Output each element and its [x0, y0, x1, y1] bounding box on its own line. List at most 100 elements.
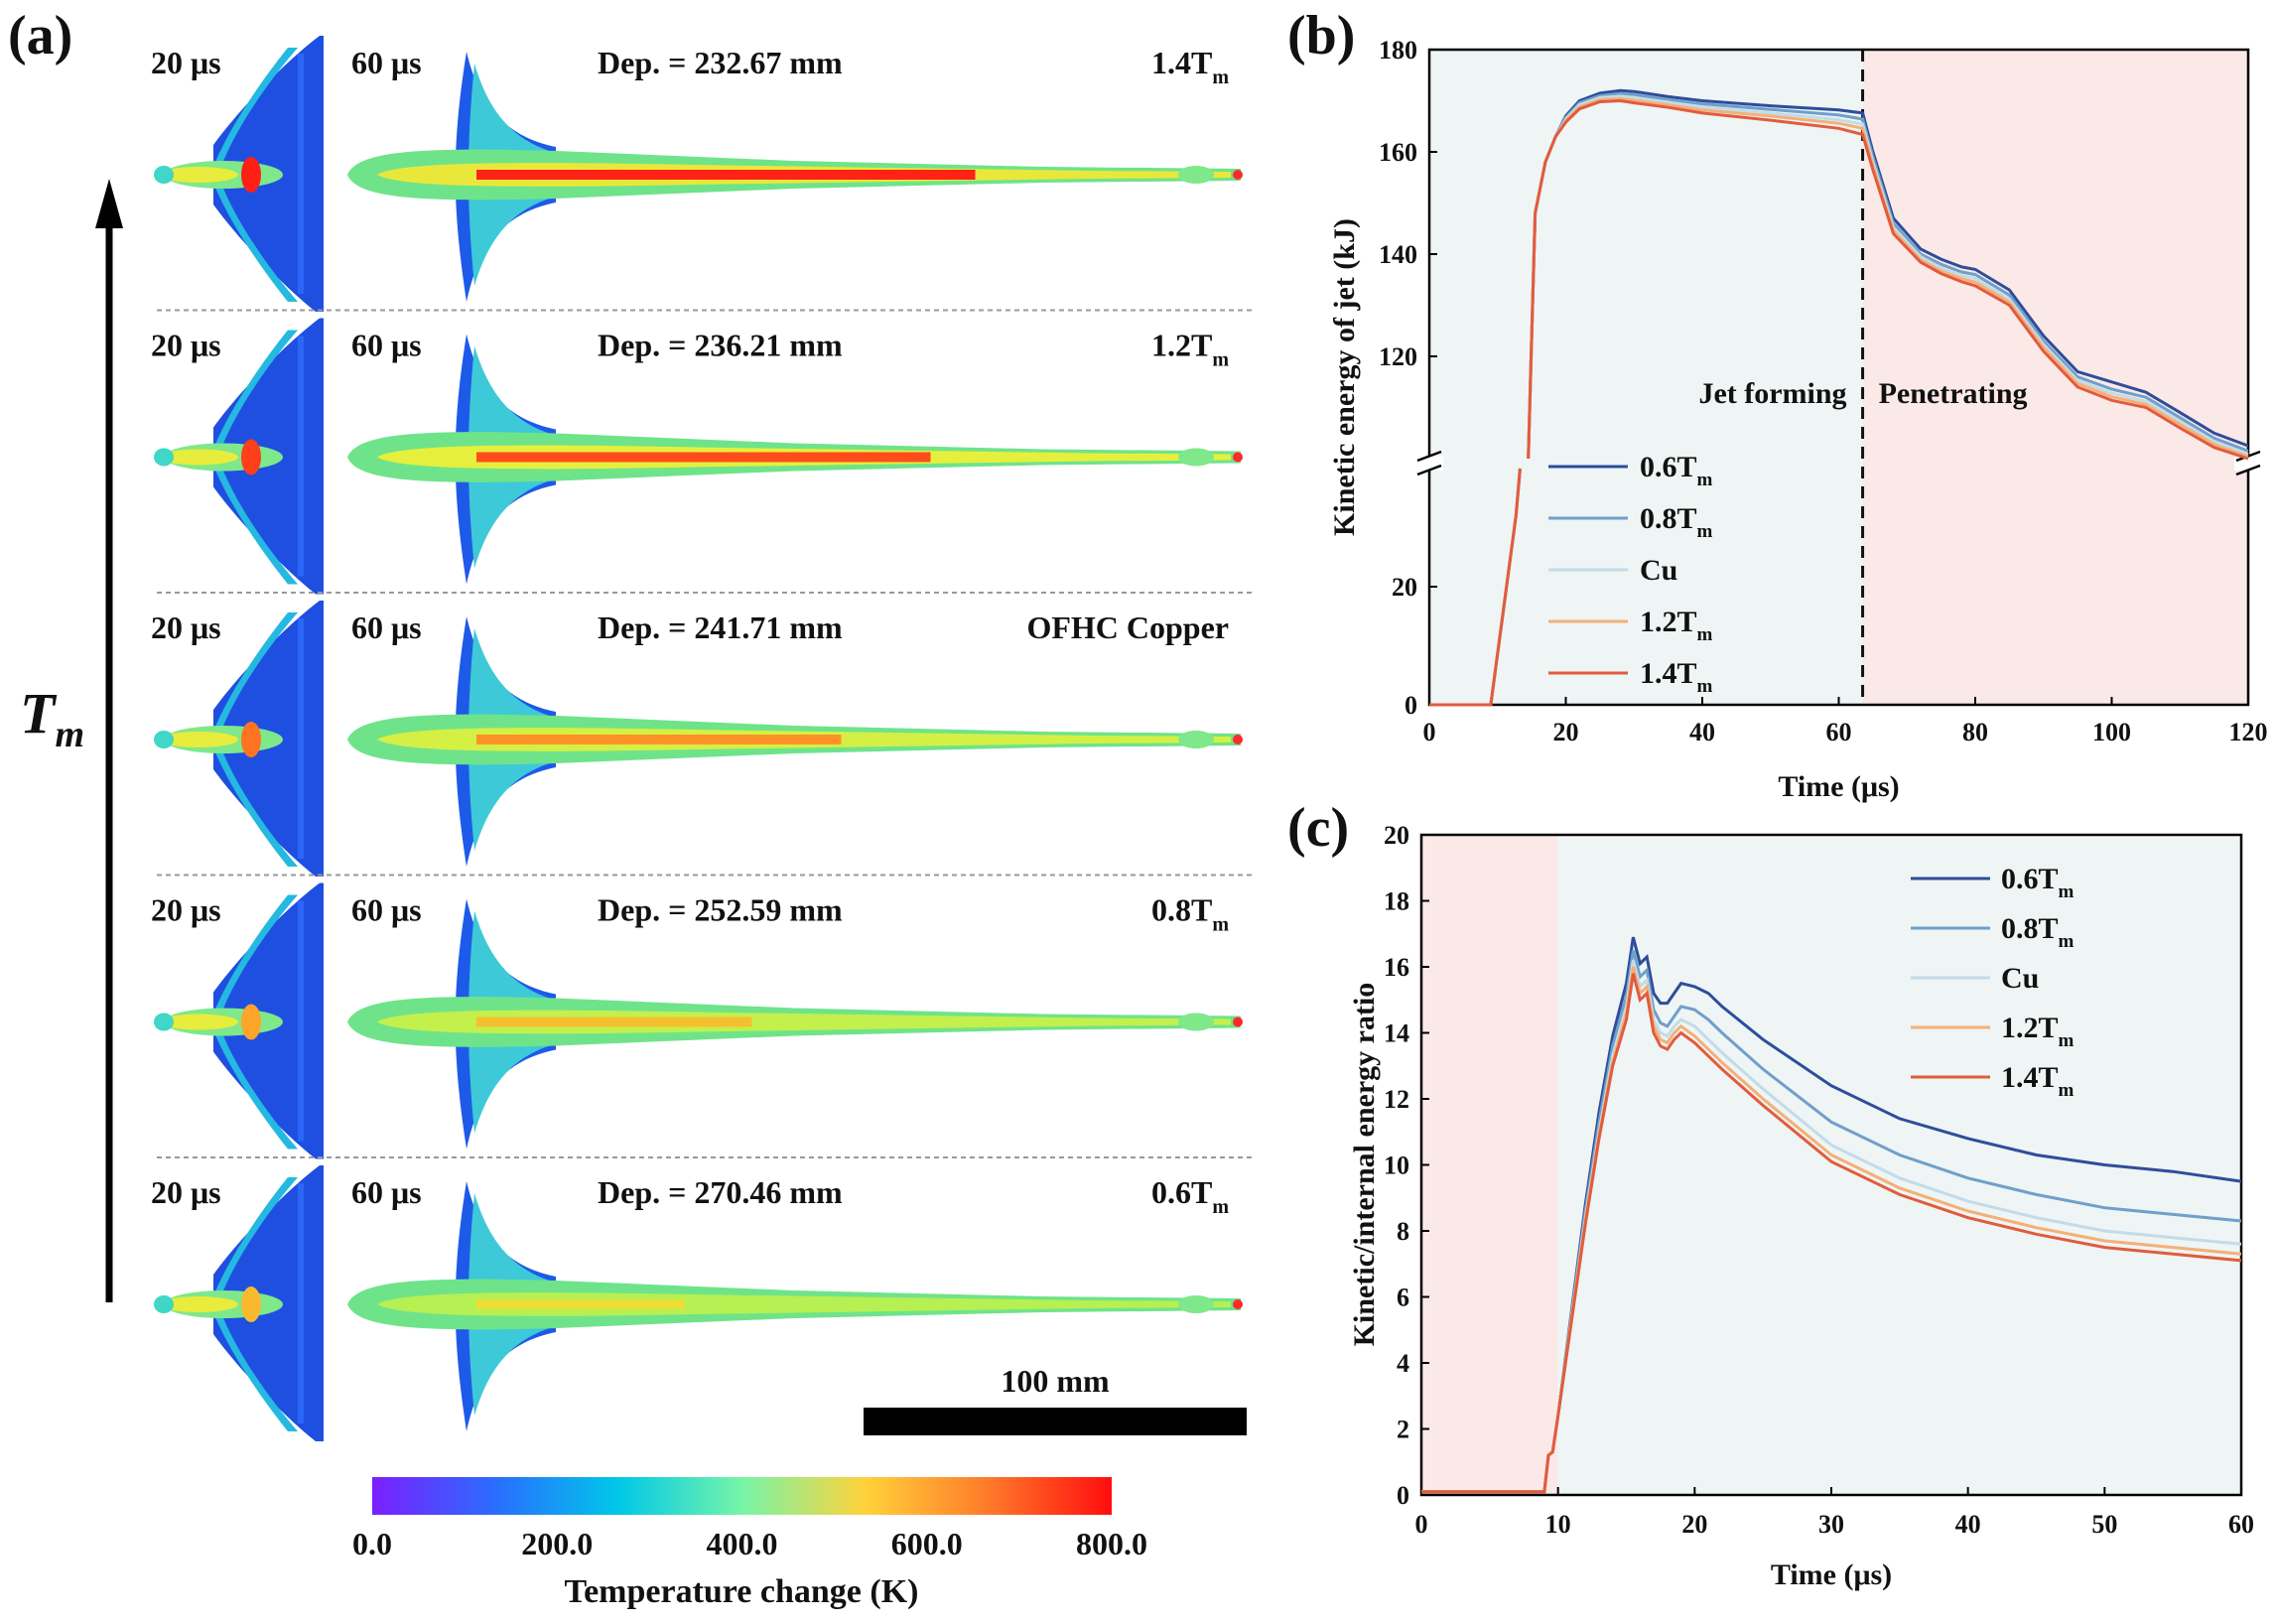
liner-layer	[298, 336, 304, 577]
time-label-60us: 60 μs	[351, 609, 422, 645]
legend-label: Cu	[1640, 554, 1677, 587]
liner-20us	[154, 601, 324, 877]
colorbar	[372, 1477, 1112, 1515]
y-tick-label: 140	[1379, 240, 1417, 269]
x-tick-label: 100	[2092, 718, 2131, 746]
series-line-1.4Tm	[1421, 973, 2242, 1494]
y-tick-label: 180	[1379, 36, 1417, 65]
case-label: OFHC Copper	[1026, 609, 1229, 645]
x-axis-label: Time (μs)	[1778, 770, 1899, 803]
legend-label: 1.2Tm	[2001, 1012, 2075, 1051]
x-tick-label: 0	[1415, 1510, 1428, 1539]
simulation-row: 20 μs 60 μs Dep. = 232.67 mm 1.4Tm	[151, 36, 1243, 312]
liner-20us	[154, 1165, 324, 1441]
jet-hotspot-20us	[241, 439, 261, 475]
legend-label: 0.8Tm	[1640, 502, 1713, 542]
colorbar-tick: 0.0	[352, 1526, 392, 1561]
jet-tip-60us	[1178, 166, 1214, 184]
jet-60us	[347, 334, 1243, 585]
time-label-20us: 20 μs	[151, 45, 221, 80]
y-tick-label: 160	[1379, 138, 1417, 167]
liner-edge	[210, 612, 298, 867]
jet-tip-20us	[154, 1295, 174, 1313]
x-axis-label: Time (μs)	[1771, 1558, 1892, 1591]
time-label-60us: 60 μs	[351, 1174, 422, 1210]
jet-tip-hot	[1233, 1299, 1243, 1309]
y-tick-label: 18	[1384, 887, 1409, 916]
y-tick-label: 0	[1397, 1481, 1409, 1510]
case-label: 1.4Tm	[1151, 45, 1229, 88]
jet-core-hot-20us	[159, 449, 238, 466]
liner-layer	[298, 54, 304, 294]
jet-tip-20us	[154, 731, 174, 748]
penetration-depth-label: Dep. = 270.46 mm	[598, 1174, 843, 1210]
liner-20us	[154, 882, 324, 1159]
region-penetrating	[1862, 50, 2248, 705]
y-axis-label: Kinetic/internal energy ratio	[1348, 983, 1381, 1347]
x-tick-label: 50	[2091, 1510, 2117, 1539]
time-label-60us: 60 μs	[351, 328, 422, 363]
time-label-20us: 20 μs	[151, 609, 221, 645]
annotation-jet-forming: Jet forming	[1698, 377, 1846, 410]
jet-tip-hot	[1233, 170, 1243, 180]
series-line-1.4Tm-lower	[1429, 468, 1522, 707]
jet-tip-60us	[1178, 448, 1214, 467]
x-tick-label: 40	[1955, 1510, 1981, 1539]
colorbar-tick: 200.0	[521, 1526, 593, 1561]
jet-core-hot-20us	[159, 1014, 238, 1030]
axis-break-mark-right	[2235, 464, 2261, 476]
y-tick-label: 20	[1384, 821, 1409, 850]
liner-edge	[210, 48, 298, 302]
x-tick-label: 20	[1681, 1510, 1707, 1539]
jet-hotspot-20us	[241, 1004, 261, 1040]
scale-bar	[864, 1408, 1247, 1435]
panel-a-label: (a)	[8, 5, 72, 67]
penetration-depth-label: Dep. = 232.67 mm	[598, 45, 843, 80]
annotation-penetrating: Penetrating	[1879, 377, 2028, 410]
tm-arrow-head	[95, 179, 123, 228]
jet-tip-60us	[1178, 1295, 1214, 1313]
x-tick-label: 40	[1689, 718, 1715, 746]
jet-60us	[347, 52, 1243, 302]
jet-60us	[347, 616, 1243, 867]
x-tick-label: 120	[2229, 718, 2268, 746]
axis-break-mark-left	[1416, 464, 1442, 476]
case-label: 1.2Tm	[1151, 328, 1229, 371]
y-tick-label: 10	[1384, 1151, 1409, 1180]
x-tick-label: 80	[1962, 718, 1988, 746]
liner-edge	[210, 1177, 298, 1431]
simulation-row: 20 μs 60 μs Dep. = 270.46 mm 0.6Tm	[151, 1156, 1256, 1441]
jet-tip-hot	[1233, 735, 1243, 744]
jet-hot-zone	[476, 170, 976, 180]
liner-20us	[154, 318, 324, 595]
liner-20us	[154, 36, 324, 312]
panel-b-label: (b)	[1287, 5, 1355, 67]
scale-bar-label: 100 mm	[1001, 1363, 1110, 1399]
penetration-depth-label: Dep. = 241.71 mm	[598, 609, 843, 645]
jet-tip-20us	[154, 1013, 174, 1031]
panel-b-chart: (b) Jet forming Penetrating 0 20 40 60 80 100 120…	[1287, 5, 2268, 803]
jet-core-hot-20us	[159, 732, 238, 747]
y-tick-label: 12	[1384, 1085, 1409, 1114]
y-tick-label: 20	[1392, 573, 1417, 602]
jet-tip-20us	[154, 448, 174, 467]
region-before-impact	[1421, 835, 1558, 1495]
liner-layer	[298, 618, 304, 859]
y-tick-label: 4	[1397, 1349, 1409, 1378]
jet-core-hot-20us	[159, 1296, 238, 1312]
legend-label: 1.2Tm	[1640, 606, 1713, 645]
time-label-20us: 20 μs	[151, 1174, 221, 1210]
jet-hot-zone	[476, 1016, 752, 1027]
liner-layer	[298, 1183, 304, 1423]
legend-label: 0.6Tm	[1640, 451, 1713, 490]
jet-tip-60us	[1178, 731, 1214, 748]
colorbar-label: Temperature change (K)	[565, 1573, 919, 1610]
colorbar-tick: 600.0	[891, 1526, 963, 1561]
time-label-60us: 60 μs	[351, 45, 422, 80]
jet-hot-zone	[476, 735, 842, 744]
colorbar-tick: 400.0	[707, 1526, 778, 1561]
y-tick-label: 14	[1384, 1019, 1409, 1048]
region-after-impact	[1557, 835, 2241, 1495]
